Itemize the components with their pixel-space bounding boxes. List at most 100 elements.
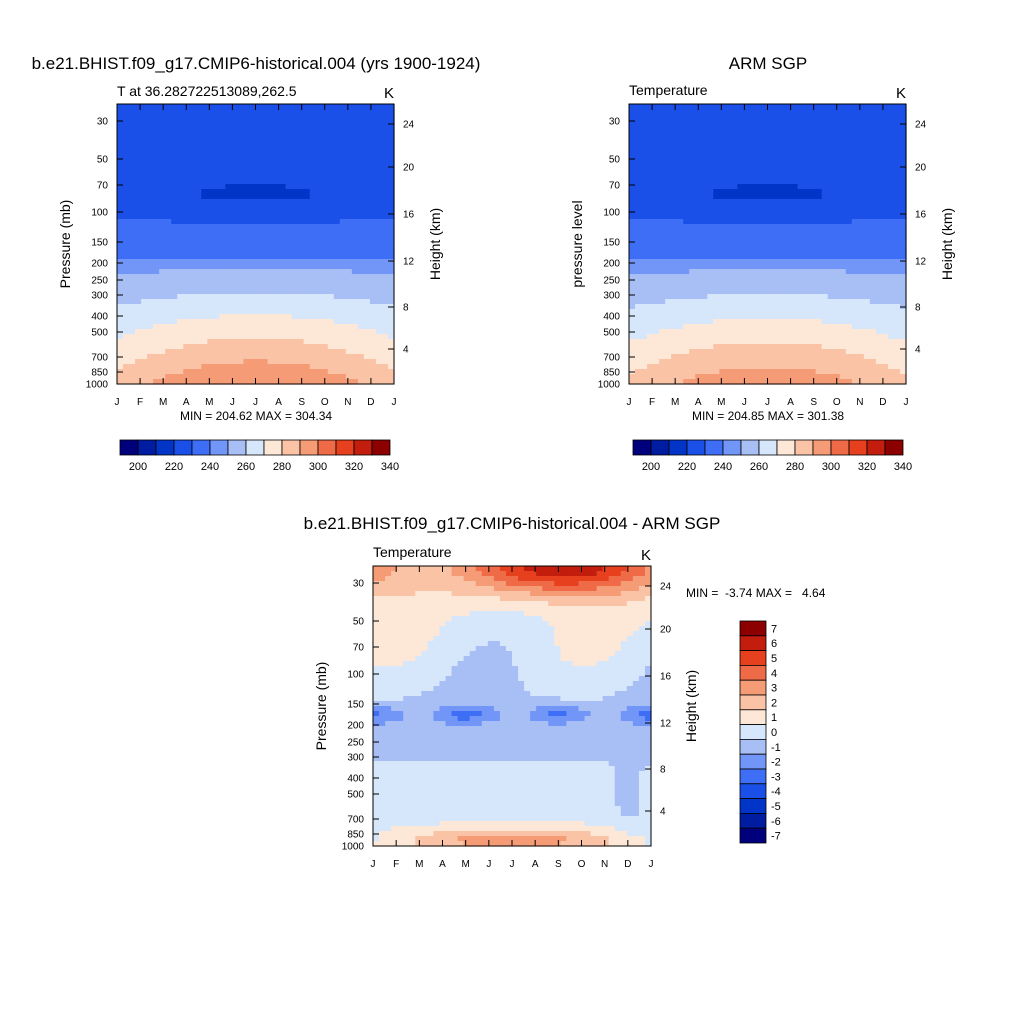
contour-cell bbox=[713, 119, 720, 125]
contour-cell bbox=[351, 319, 359, 325]
contour-cell bbox=[225, 374, 233, 380]
contour-cell bbox=[249, 314, 257, 320]
contour-cell bbox=[189, 344, 196, 350]
contour-cell bbox=[153, 329, 160, 335]
contour-cell bbox=[899, 114, 907, 120]
y2-tick-label: 4 bbox=[403, 345, 409, 356]
contour-cell bbox=[279, 324, 287, 330]
contour-cell bbox=[659, 134, 666, 140]
contour-cell bbox=[659, 264, 666, 270]
contour-cell bbox=[803, 129, 811, 135]
contour-cell bbox=[255, 349, 263, 355]
contour-cell bbox=[665, 124, 672, 130]
contour-cell bbox=[189, 349, 196, 355]
contour-cell bbox=[755, 124, 763, 130]
contour-cell bbox=[743, 164, 751, 170]
contour-cell bbox=[285, 219, 293, 225]
contour-cell bbox=[833, 199, 841, 205]
contour-cell bbox=[369, 269, 377, 275]
contour-cell bbox=[875, 279, 883, 285]
colorbar-swatch bbox=[353, 439, 373, 456]
contour-cell bbox=[165, 284, 172, 290]
contour-cell bbox=[761, 224, 769, 230]
contour-cell bbox=[695, 224, 702, 230]
contour-cell bbox=[887, 179, 895, 185]
contour-cell bbox=[821, 114, 829, 120]
contour-cell bbox=[791, 274, 799, 280]
contour-cell bbox=[261, 369, 269, 375]
contour-cell bbox=[189, 194, 196, 200]
contour-cell bbox=[231, 124, 239, 130]
contour-cell bbox=[839, 294, 847, 300]
contour-cell bbox=[887, 199, 895, 205]
contour-cell bbox=[839, 279, 847, 285]
contour-cell bbox=[851, 334, 859, 340]
contour-cell bbox=[869, 279, 877, 285]
contour-cell bbox=[779, 154, 787, 160]
contour-cell bbox=[737, 164, 745, 170]
contour-cell bbox=[653, 314, 660, 320]
contour-cell bbox=[153, 179, 160, 185]
contour-cell bbox=[177, 224, 184, 230]
contour-cell bbox=[845, 144, 853, 150]
contour-cell bbox=[297, 364, 305, 370]
contour-cell bbox=[893, 274, 901, 280]
contour-cell bbox=[195, 169, 202, 175]
contour-cell bbox=[719, 114, 726, 120]
contour-cell bbox=[255, 284, 263, 290]
contour-cell bbox=[737, 104, 745, 110]
contour-cell bbox=[755, 329, 763, 335]
contour-cell bbox=[887, 304, 895, 310]
contour-cell bbox=[135, 259, 142, 265]
contour-cell bbox=[683, 124, 690, 130]
contour-cell bbox=[345, 159, 353, 165]
contour-cell bbox=[183, 374, 190, 380]
contour-cell bbox=[647, 324, 654, 330]
contour-cell bbox=[243, 264, 251, 270]
contour-cell bbox=[893, 344, 901, 350]
contour-cell bbox=[321, 264, 329, 270]
contour-cell bbox=[225, 264, 233, 270]
contour-cell bbox=[129, 214, 136, 220]
contour-cell bbox=[635, 134, 642, 140]
contour-cell bbox=[647, 304, 654, 310]
contour-cell bbox=[177, 259, 184, 265]
contour-cell bbox=[339, 214, 347, 220]
contour-cell bbox=[743, 169, 751, 175]
contour-cell bbox=[719, 259, 726, 265]
contour-cell bbox=[833, 219, 841, 225]
contour-cell bbox=[117, 114, 124, 120]
contour-cell bbox=[357, 334, 365, 340]
contour-cell bbox=[153, 299, 160, 305]
contour-cell bbox=[207, 284, 214, 290]
contour-cell bbox=[899, 189, 907, 195]
contour-cell bbox=[267, 119, 275, 125]
contour-cell bbox=[683, 184, 690, 190]
contour-cell bbox=[677, 299, 684, 305]
contour-cell bbox=[785, 154, 793, 160]
contour-cell bbox=[237, 244, 245, 250]
contour-cell bbox=[677, 274, 684, 280]
contour-cell bbox=[387, 114, 395, 120]
contour-cell bbox=[159, 344, 166, 350]
contour-cell bbox=[165, 279, 172, 285]
contour-cell bbox=[333, 309, 341, 315]
contour-cell bbox=[279, 204, 287, 210]
contour-cell bbox=[707, 119, 714, 125]
contour-cell bbox=[309, 324, 317, 330]
contour-cell bbox=[261, 289, 269, 295]
contour-cell bbox=[875, 109, 883, 115]
contour-cell bbox=[147, 199, 154, 205]
panel-2-units: K bbox=[896, 85, 906, 102]
contour-cell bbox=[773, 329, 781, 335]
contour-cell bbox=[315, 109, 323, 115]
contour-cell bbox=[129, 119, 136, 125]
contour-cell bbox=[641, 144, 648, 150]
contour-cell bbox=[351, 169, 359, 175]
contour-cell bbox=[869, 164, 877, 170]
contour-cell bbox=[237, 254, 245, 260]
contour-cell bbox=[815, 214, 823, 220]
contour-cell bbox=[351, 114, 359, 120]
contour-cell bbox=[345, 164, 353, 170]
contour-cell bbox=[695, 184, 702, 190]
